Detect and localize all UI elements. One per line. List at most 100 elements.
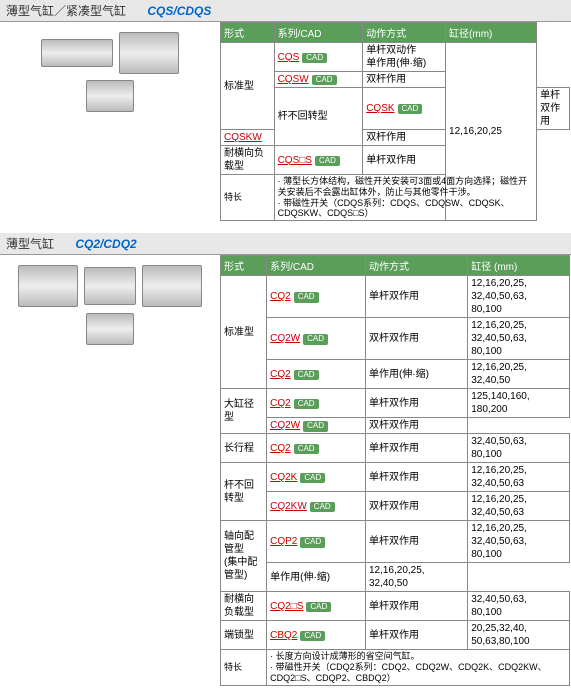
action-cell: 单杆双作用	[365, 434, 467, 463]
type-cell: 标准型	[221, 276, 267, 389]
bore-cell: 32,40,50,63,80,100	[468, 434, 570, 463]
series-cell: CQP2CAD	[267, 521, 366, 563]
table-row: 端锁型CBQ2CAD单杆双作用20,25,32,40,50,63,80,100	[221, 621, 570, 650]
series-link[interactable]: CQ2K	[270, 472, 297, 483]
feature-text: · 薄型长方体结构，磁性开关安装可3面或4面方向选择；磁性开关安装后不会露出缸体…	[274, 175, 537, 221]
section-cq2: 薄型气缸 CQ2/CDQ2 形式系列/CAD动作方式缸径 (mm) 标准型CQ2…	[0, 233, 571, 685]
series-link[interactable]: CQ2	[270, 369, 291, 380]
cad-badge[interactable]: CAD	[303, 421, 328, 431]
series-cell: CQ2WCAD	[267, 418, 366, 434]
product-image	[0, 22, 220, 221]
series-link[interactable]: CBQ2	[270, 630, 297, 641]
spec-table-1: 形式系列/CAD动作方式缸径(mm) 标准型CQSCAD单杆双动作单作用(伸·缩…	[220, 22, 570, 221]
cad-badge[interactable]: CAD	[302, 53, 327, 63]
cad-badge[interactable]: CAD	[303, 334, 328, 344]
series-cell: CQ2CAD	[267, 389, 366, 418]
series-link[interactable]: CQ2KW	[270, 501, 307, 512]
series-cell: CQS□SCAD	[274, 146, 363, 175]
col-header: 动作方式	[363, 23, 446, 43]
feature-row: 特长· 薄型长方体结构，磁性开关安装可3面或4面方向选择；磁性开关安装后不会露出…	[221, 175, 570, 221]
series-cell: CQ2CAD	[267, 276, 366, 318]
series-cell: CQ2KCAD	[267, 463, 366, 492]
action-cell: 单杆双作用	[365, 389, 467, 418]
type-cell: 耐横向负载型	[221, 592, 267, 621]
feature-label: 特长	[221, 650, 267, 685]
table-row: 杆不回转型CQ2KCAD单杆双作用12,16,20,25,32,40,50,63	[221, 463, 570, 492]
feature-label: 特长	[221, 175, 275, 221]
cad-badge[interactable]: CAD	[312, 75, 337, 85]
series-link[interactable]: CQS	[278, 52, 300, 63]
col-header: 形式	[221, 23, 275, 43]
series-link[interactable]: CQSW	[278, 74, 309, 85]
cad-badge[interactable]: CAD	[300, 473, 325, 483]
bore-cell: 12,16,20,25,32,40,50,63	[468, 463, 570, 492]
table-row: 单作用(伸·缩)12,16,20,25,32,40,50	[221, 563, 570, 592]
series-cell: CQ2CAD	[267, 360, 366, 389]
cad-badge[interactable]: CAD	[294, 292, 319, 302]
title-cn: 薄型气缸	[6, 237, 54, 251]
series-cell: CQ2CAD	[267, 434, 366, 463]
series-link[interactable]: CQP2	[270, 536, 297, 547]
table-row: CQ2WCAD双杆双作用	[221, 418, 570, 434]
cad-badge[interactable]: CAD	[315, 156, 340, 166]
cad-badge[interactable]: CAD	[294, 370, 319, 380]
product-image	[0, 255, 220, 685]
action-cell: 单杆双作用	[365, 592, 467, 621]
type-cell: 耐横向负载型	[221, 146, 275, 175]
cad-badge[interactable]: CAD	[294, 444, 319, 454]
action-cell: 双杆双作用	[365, 318, 467, 360]
series-link[interactable]: CQSK	[366, 103, 394, 114]
section-title: 薄型气缸 CQ2/CDQ2	[0, 233, 571, 255]
table-row: CQ2KWCAD双杆双作用12,16,20,25,32,40,50,63	[221, 492, 570, 521]
col-header: 缸径 (mm)	[468, 256, 570, 276]
series-cell: CQ2□SCAD	[267, 592, 366, 621]
series-link[interactable]: CQ2W	[270, 333, 300, 344]
action-cell: 单作用(伸·缩)	[365, 360, 467, 389]
title-cn: 薄型气缸／紧凑型气缸	[6, 4, 126, 18]
feature-row: 特长· 长度方向设计成薄形的省空间气缸。· 带磁性开关（CDQ2系列：CDQ2、…	[221, 650, 570, 685]
series-link[interactable]: CQ2□S	[270, 601, 303, 612]
section-cqs: 薄型气缸／紧凑型气缸 CQS/CDQS 形式系列/CAD动作方式缸径(mm) 标…	[0, 0, 571, 221]
action-cell: 单杆双作用	[365, 463, 467, 492]
type-cell: 杆不回转型	[221, 463, 267, 521]
series-link[interactable]: CQS□S	[278, 155, 312, 166]
cad-badge[interactable]: CAD	[294, 399, 319, 409]
type-cell: 杆不回转型	[274, 88, 363, 146]
title-model: CQ2/CDQ2	[75, 237, 136, 251]
cad-badge[interactable]: CAD	[300, 537, 325, 547]
feature-text: · 长度方向设计成薄形的省空间气缸。· 带磁性开关（CDQ2系列：CDQ2、CD…	[267, 650, 570, 685]
col-header: 缸径(mm)	[446, 23, 537, 43]
table-row: 轴向配管型(集中配管型)CQP2CAD单杆双作用12,16,20,25,32,4…	[221, 521, 570, 563]
series-link[interactable]: CQSKW	[224, 132, 262, 143]
type-cell: 标准型	[221, 43, 275, 130]
series-link[interactable]: CQ2W	[270, 420, 300, 431]
series-cell: CQ2KWCAD	[267, 492, 366, 521]
type-cell: 长行程	[221, 434, 267, 463]
action-cell: 单作用(伸·缩)	[267, 563, 366, 592]
col-header: 系列/CAD	[274, 23, 363, 43]
action-cell: 双杆作用	[363, 72, 446, 88]
action-cell: 单杆双作用	[365, 521, 467, 563]
series-cell: CQSK CAD	[363, 88, 446, 130]
table-row: 标准型CQ2CAD单杆双作用12,16,20,25,32,40,50,63,80…	[221, 276, 570, 318]
action-cell: 单杆双作用	[363, 146, 446, 175]
bore-cell: 12,16,20,25,32,40,50,63,80,100	[468, 521, 570, 563]
action-cell: 双杆双作用	[365, 492, 467, 521]
table-row: 大缸径型CQ2CAD单杆双作用125,140,160,180,200	[221, 389, 570, 418]
action-cell: 双杆作用	[363, 130, 446, 146]
table-row: 标准型CQSCAD单杆双动作单作用(伸·缩)12,16,20,25	[221, 43, 570, 72]
series-link[interactable]: CQ2	[270, 443, 291, 454]
cad-badge[interactable]: CAD	[306, 602, 331, 612]
table-row: CQ2WCAD双杆双作用12,16,20,25,32,40,50,63,80,1…	[221, 318, 570, 360]
cad-badge[interactable]: CAD	[300, 631, 325, 641]
series-link[interactable]: CQ2	[270, 291, 291, 302]
bore-cell: 125,140,160,180,200	[468, 389, 570, 418]
action-cell: 单杆双作用	[537, 88, 570, 130]
action-cell: 双杆双作用	[365, 418, 467, 434]
series-link[interactable]: CQ2	[270, 398, 291, 409]
col-header: 系列/CAD	[267, 256, 366, 276]
table-row: 耐横向负载型CQ2□SCAD单杆双作用32,40,50,63,80,100	[221, 592, 570, 621]
cad-badge[interactable]: CAD	[310, 502, 335, 512]
cad-badge[interactable]: CAD	[398, 104, 423, 114]
series-cell: CBQ2CAD	[267, 621, 366, 650]
